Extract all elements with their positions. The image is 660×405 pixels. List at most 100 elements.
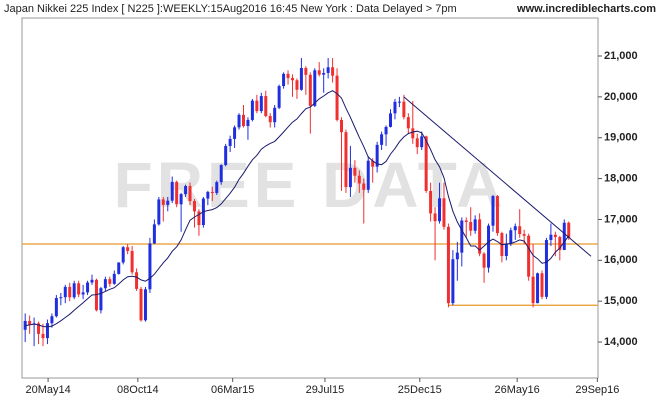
candle-body: [59, 297, 63, 299]
y-tick-label: 20,000: [604, 91, 638, 103]
candle-body: [295, 80, 299, 90]
candle-body: [237, 114, 241, 128]
candle-body: [86, 282, 90, 293]
candle-body: [197, 211, 201, 226]
candle-body: [429, 190, 433, 214]
candle-body: [464, 220, 468, 222]
candle-body: [469, 221, 473, 231]
candle-body: [424, 136, 428, 191]
candle-body: [509, 230, 513, 244]
candle-body: [81, 292, 85, 295]
candle-body: [175, 181, 179, 205]
candle-body: [411, 128, 415, 139]
candle-body: [544, 240, 548, 297]
x-tick-label: 20May14: [25, 384, 70, 396]
candle-body: [357, 175, 361, 184]
candle-body: [558, 237, 562, 250]
y-tick-label: 18,000: [604, 172, 638, 184]
x-tick-label: 29Jul15: [306, 384, 345, 396]
candle-body: [72, 283, 76, 298]
candle-body: [166, 200, 170, 205]
candle-body: [135, 272, 139, 289]
candle-body: [139, 288, 143, 321]
candle-body: [184, 186, 188, 195]
candle-body: [68, 286, 72, 298]
chart-title: Japan Nikkei 225 Index [ N225 ]:WEEKLY:1…: [4, 3, 457, 15]
candle-body: [495, 196, 499, 234]
candle-body: [482, 253, 486, 268]
candle-body: [326, 67, 330, 73]
candle-body: [451, 259, 455, 304]
candle-body: [90, 279, 94, 283]
candle-body: [313, 70, 317, 106]
trendline: [403, 96, 592, 257]
candle-body: [362, 183, 366, 190]
candle-body: [206, 191, 210, 199]
candle-body: [188, 186, 192, 202]
candle-body: [63, 286, 67, 298]
candle-body: [224, 146, 228, 166]
candle-body: [384, 126, 388, 135]
candle-body: [268, 116, 272, 123]
candle-body: [335, 75, 339, 120]
candle-body: [487, 225, 491, 268]
candle-body: [371, 160, 375, 167]
candle-body: [540, 273, 544, 297]
candle-body: [45, 323, 49, 339]
candle-body: [286, 73, 290, 79]
candle-body: [504, 243, 508, 256]
candle-body: [567, 222, 571, 239]
candle-body: [304, 68, 308, 75]
candle-body: [259, 96, 263, 112]
candle-body: [344, 132, 348, 188]
candle-body: [282, 73, 286, 87]
candle-body: [161, 199, 165, 205]
candle-body: [170, 181, 174, 201]
candle-body: [513, 226, 517, 231]
candle-body: [442, 198, 446, 227]
candle-body: [37, 323, 41, 334]
y-tick-label: 17,000: [604, 213, 638, 225]
candle-body: [455, 252, 459, 260]
candle-body: [491, 196, 495, 226]
candle-body: [348, 167, 352, 188]
candle-body: [366, 160, 370, 190]
candle-body: [215, 182, 219, 193]
plot-frame: [21, 17, 599, 379]
moving-average: [25, 90, 570, 328]
candle-body: [50, 316, 54, 324]
candle-body: [340, 119, 344, 133]
y-tick-label: 19,000: [604, 132, 638, 144]
candle-body: [143, 289, 147, 321]
watermark: FREE DATA: [114, 149, 507, 221]
candle-body: [518, 226, 522, 235]
y-tick-label: 16,000: [604, 254, 638, 266]
x-tick-label: 25Dec15: [398, 384, 442, 396]
candle-body: [299, 68, 303, 90]
candle-body: [241, 114, 245, 127]
candle-body: [531, 276, 535, 304]
candle-body: [157, 199, 161, 225]
x-tick-label: 08Oct14: [117, 384, 159, 396]
x-tick-label: 29Sep16: [575, 384, 619, 396]
candle-body: [536, 273, 540, 304]
candle-body: [438, 198, 442, 222]
candle-body: [228, 138, 232, 147]
candle-body: [549, 234, 553, 241]
candle-body: [250, 100, 254, 120]
y-tick-label: 21,000: [604, 50, 638, 62]
candle-body: [41, 333, 45, 339]
candle-body: [28, 320, 32, 325]
candle-body: [415, 138, 419, 148]
candle-body: [117, 262, 121, 274]
candle-body: [331, 67, 335, 76]
candle-body: [446, 226, 450, 304]
candle-body: [478, 219, 482, 254]
candle-body: [148, 243, 152, 290]
candle-body: [553, 234, 557, 238]
candle-body: [389, 113, 393, 127]
x-tick-label: 06Mar15: [211, 384, 254, 396]
candle-body: [273, 107, 277, 123]
candle-body: [246, 119, 250, 127]
